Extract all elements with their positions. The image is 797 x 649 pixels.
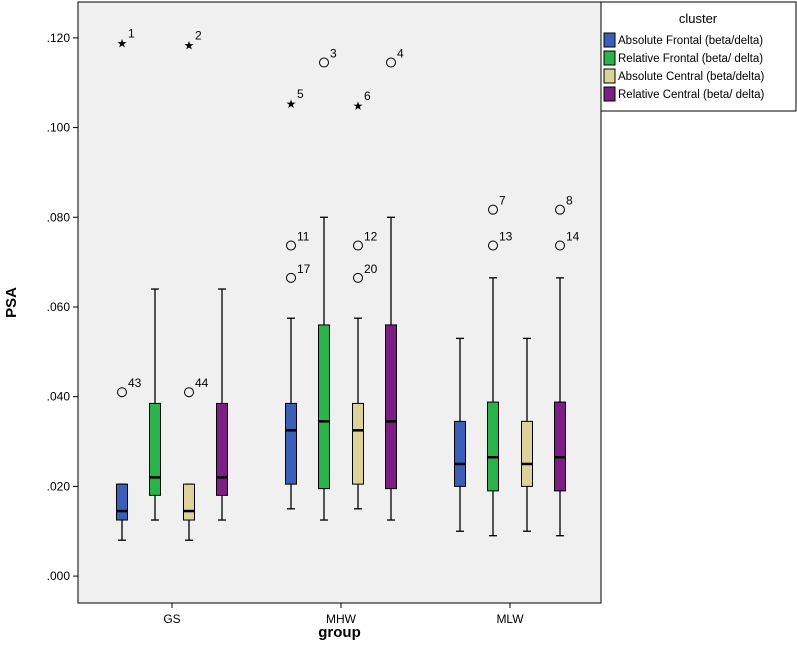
outlier-label: 20 xyxy=(364,262,378,276)
outlier-label: 1 xyxy=(128,26,135,40)
legend-label: Relative Frontal (beta/ delta) xyxy=(618,53,763,65)
y-tick-label: .120 xyxy=(47,31,71,45)
plot-area xyxy=(77,1,602,604)
y-tick-label: .020 xyxy=(47,479,71,493)
y-tick-label: .100 xyxy=(47,121,71,135)
box xyxy=(318,324,330,490)
legend-swatch xyxy=(603,86,616,102)
legend-title: cluster xyxy=(679,11,718,26)
outlier-circle xyxy=(117,387,127,398)
x-tick-label: MLW xyxy=(496,612,524,626)
outlier-circle xyxy=(319,57,329,68)
box xyxy=(487,401,499,492)
outlier-label: 3 xyxy=(330,47,337,61)
outlier-label: 13 xyxy=(499,230,513,244)
outlier-circle xyxy=(184,387,194,398)
legend-label: Relative Central (beta/ delta) xyxy=(618,89,765,101)
legend-box xyxy=(600,1,797,112)
box xyxy=(454,420,466,487)
outlier-circle xyxy=(353,272,363,283)
outlier-circle xyxy=(286,240,296,251)
outlier-label: 43 xyxy=(128,376,142,390)
outlier-label: 5 xyxy=(297,87,304,101)
y-tick-label: .000 xyxy=(47,569,71,583)
outlier-label: 8 xyxy=(566,194,573,208)
box xyxy=(352,402,364,485)
x-tick-label: MHW xyxy=(326,612,357,626)
y-tick-label: .060 xyxy=(47,300,71,314)
legend-swatch xyxy=(603,32,616,48)
y-tick-label: .040 xyxy=(47,390,71,404)
box xyxy=(521,420,533,487)
legend-swatch xyxy=(603,50,616,66)
outlier-label: 17 xyxy=(297,262,311,276)
outlier-label: 7 xyxy=(499,194,506,208)
outlier-circle xyxy=(386,57,396,68)
outlier-circle xyxy=(286,272,296,283)
outlier-star: ★ xyxy=(117,36,128,50)
outlier-label: 2 xyxy=(195,29,202,43)
outlier-circle xyxy=(488,204,498,215)
outlier-label: 12 xyxy=(364,230,378,244)
box xyxy=(149,402,161,496)
outlier-label: 4 xyxy=(397,47,404,61)
outlier-circle xyxy=(488,240,498,251)
box xyxy=(554,401,566,492)
x-tick-label: GS xyxy=(163,612,180,626)
outlier-label: 11 xyxy=(297,230,310,244)
box xyxy=(183,483,195,521)
outlier-star: ★ xyxy=(286,97,297,111)
box xyxy=(385,324,397,490)
y-axis-title: PSA xyxy=(3,287,20,318)
outlier-star: ★ xyxy=(184,39,195,53)
outlier-circle xyxy=(555,204,565,215)
legend-label: Absolute Central (beta/delta) xyxy=(618,71,765,83)
outlier-label: 14 xyxy=(566,230,580,244)
legend-swatch xyxy=(603,68,616,84)
outlier-label: 6 xyxy=(364,89,371,103)
box xyxy=(285,402,297,485)
y-tick-label: .080 xyxy=(47,210,71,224)
box xyxy=(116,483,128,521)
legend-label: Absolute Frontal (beta/delta) xyxy=(618,35,763,47)
outlier-circle xyxy=(353,240,363,251)
x-axis-title: group xyxy=(318,624,361,641)
outlier-star: ★ xyxy=(353,99,364,113)
outlier-label: 44 xyxy=(195,376,209,390)
box xyxy=(216,402,228,496)
outlier-circle xyxy=(555,240,565,251)
